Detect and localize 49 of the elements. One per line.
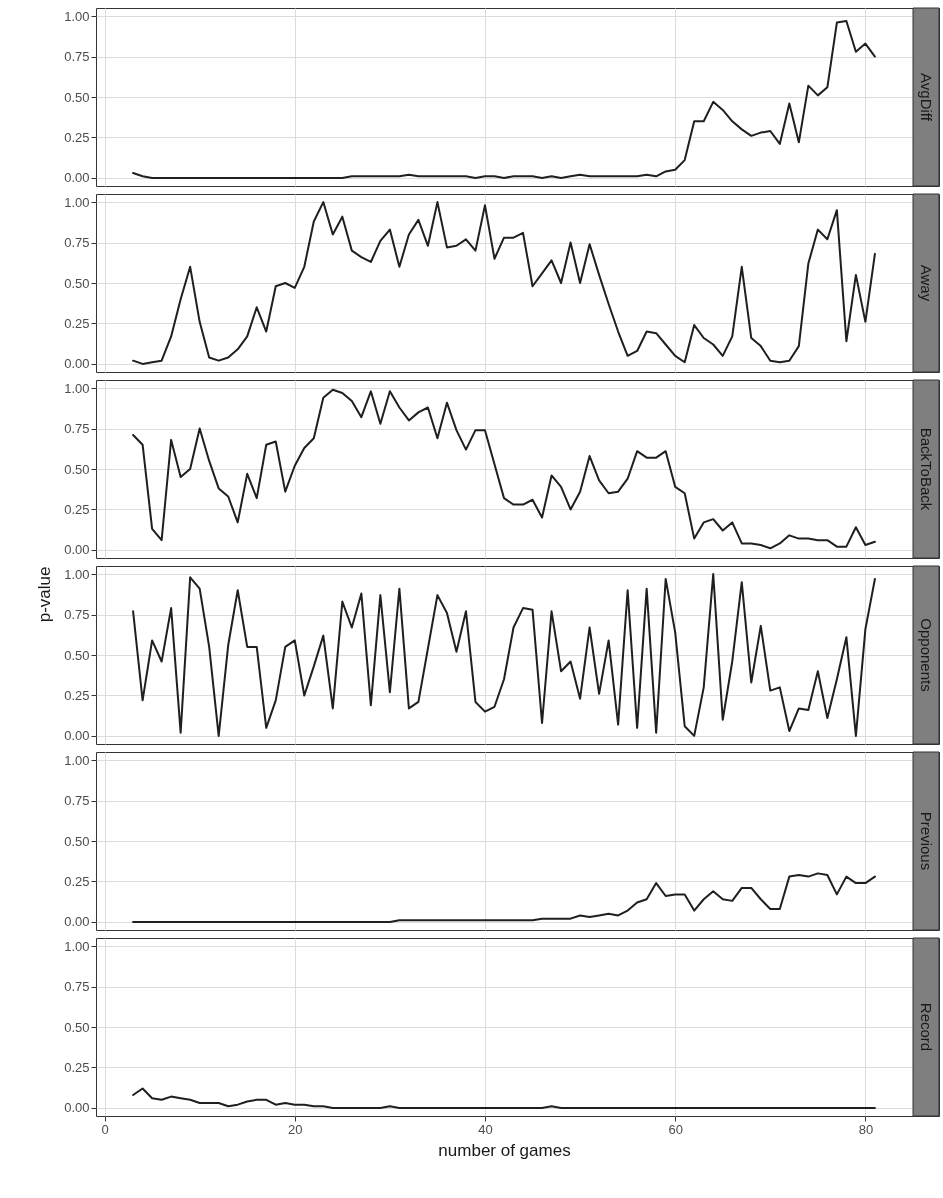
y-tick-label: 1.00 [64, 8, 90, 24]
y-tick-label: 0.25 [64, 129, 90, 145]
text: AvgDiff [918, 73, 935, 122]
line-series [132, 388, 876, 550]
y-tick-label: 0.75 [64, 979, 90, 995]
y-tick-label: 0.50 [64, 461, 90, 477]
y-tick-label: 0.00 [64, 914, 90, 930]
x-tick-label: 60 [668, 1121, 683, 1137]
x-tick-label: 80 [858, 1121, 874, 1137]
x-tick-label: 0 [101, 1121, 109, 1137]
y-tick-label: 0.50 [64, 1019, 90, 1035]
y-tick-label: 0.50 [64, 647, 90, 663]
x-axis-title: number of games [438, 1140, 571, 1160]
text: BackToBack [918, 427, 935, 511]
line-series [132, 19, 876, 179]
y-tick-label: 0.00 [64, 542, 90, 558]
line-series [132, 201, 876, 365]
line-series [132, 573, 876, 737]
y-tick-label: 0.25 [64, 315, 90, 331]
y-tick-label: 0.00 [64, 170, 90, 186]
text: Previous [918, 811, 935, 871]
y-tick-label: 0.75 [64, 235, 90, 251]
y-tick-label: 0.25 [64, 1059, 90, 1075]
text: Opponents [918, 618, 935, 692]
y-tick-label: 1.00 [64, 380, 90, 396]
y-tick-label: 0.00 [64, 728, 90, 744]
y-tick-label: 0.75 [64, 607, 90, 623]
y-tick-label: 1.00 [64, 938, 90, 954]
line-series [132, 1087, 876, 1109]
y-tick-label: 0.50 [64, 89, 90, 105]
y-tick-label: 0.25 [64, 873, 90, 889]
y-tick-label: 0.75 [64, 421, 90, 437]
y-tick-label: 0.00 [64, 356, 90, 372]
y-tick-label: 1.00 [64, 194, 90, 210]
y-tick-label: 0.25 [64, 687, 90, 703]
y-tick-label: 1.00 [64, 752, 90, 768]
y-axis-title: p-value [35, 566, 55, 623]
text: Away [918, 264, 935, 302]
line-series [132, 872, 876, 923]
x-tick-label: 40 [478, 1121, 493, 1137]
y-tick-label: 0.00 [64, 1100, 90, 1116]
text: Record [918, 1002, 935, 1052]
y-tick-label: 0.50 [64, 275, 90, 291]
y-tick-label: 0.25 [64, 501, 90, 517]
y-tick-label: 0.75 [64, 49, 90, 65]
y-tick-label: 0.75 [64, 793, 90, 809]
x-tick-label: 20 [288, 1121, 303, 1137]
y-tick-label: 1.00 [64, 566, 90, 582]
y-tick-label: 0.50 [64, 833, 90, 849]
